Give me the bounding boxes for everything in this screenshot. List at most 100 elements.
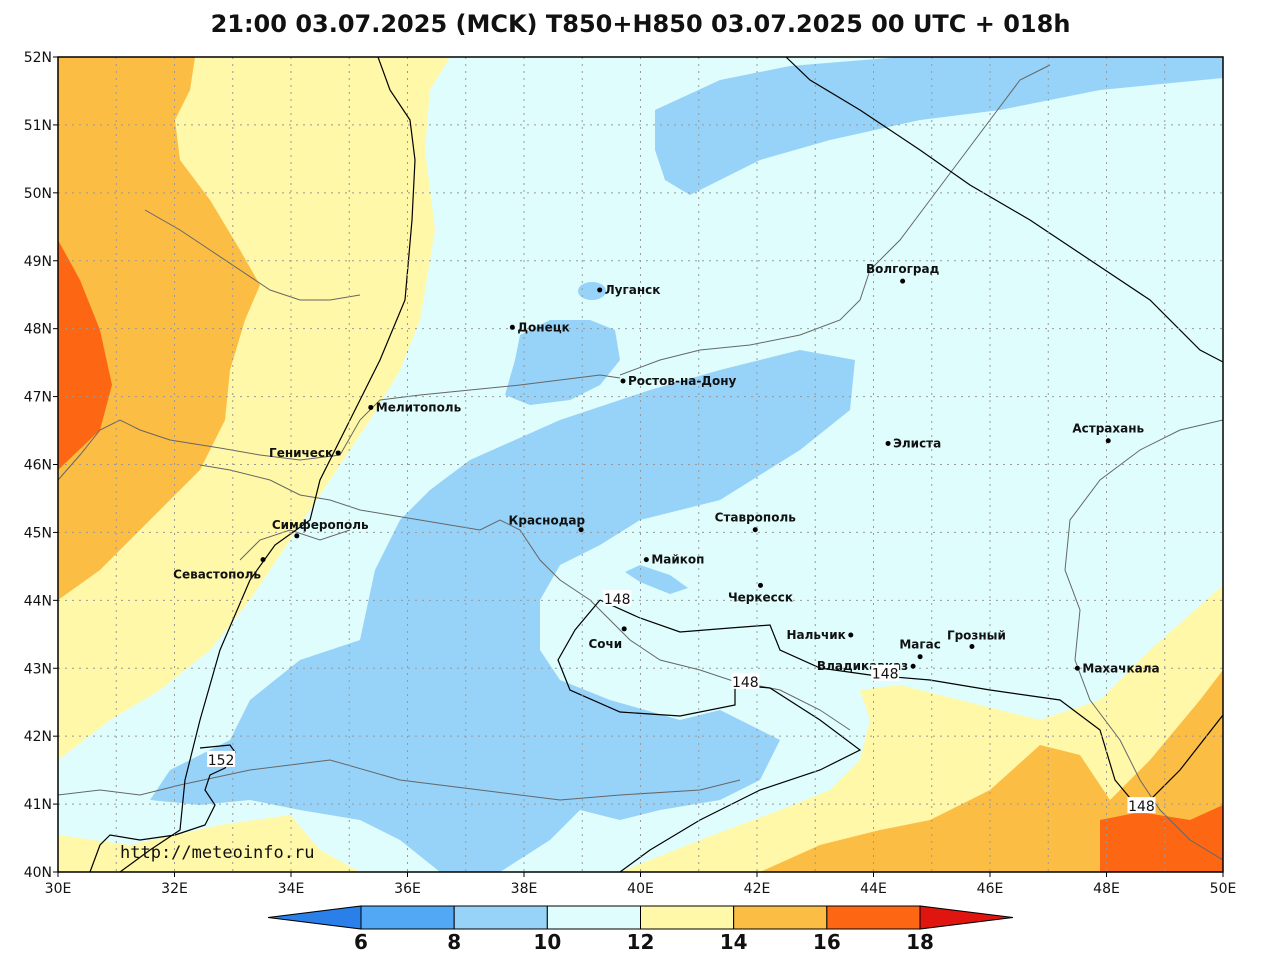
- contour-label: 148: [1128, 799, 1155, 815]
- city-label: Севастополь: [173, 568, 261, 582]
- city-label: Ставрополь: [715, 511, 797, 525]
- lat-label: 50N: [24, 186, 52, 202]
- city-label: Астрахань: [1072, 422, 1144, 436]
- lon-label: 34E: [278, 881, 305, 897]
- contour-labels: 148 148 148 148 152: [207, 589, 1156, 815]
- city-dot: [620, 378, 626, 384]
- colorbar-tick-label: 14: [720, 930, 748, 954]
- colorbar-arrow-high: [919, 905, 1014, 930]
- border-west: [119, 57, 416, 872]
- lat-label: 45N: [24, 525, 52, 541]
- lat-label: 51N: [24, 118, 52, 134]
- colorbar-tick-label: 12: [627, 930, 655, 954]
- city-dot: [509, 324, 515, 330]
- city-label: Донецк: [517, 320, 569, 334]
- border-east: [785, 57, 1223, 363]
- caspian-coast: [1064, 419, 1223, 861]
- band-8-10-sea: [150, 350, 855, 872]
- contour-label: 152: [208, 753, 235, 769]
- colorbar-segment: [640, 905, 735, 930]
- colorbar-segment: [826, 905, 921, 930]
- city-dot: [294, 533, 300, 539]
- city-markers: Луганск Донецк Ростов-на-Дону Мелитополь Ген…: [173, 262, 1159, 675]
- contour-label: 148: [604, 592, 631, 608]
- band-16-18-west: [58, 240, 112, 470]
- lon-label: 46E: [977, 881, 1004, 897]
- lon-label: 30E: [45, 881, 72, 897]
- band-16-18-se: [1100, 805, 1223, 872]
- colorbar-tick-label: 18: [906, 930, 934, 954]
- contour-label-bg: [731, 672, 760, 689]
- watermark: http://meteoinfo.ru: [120, 843, 314, 863]
- colorbar-segment: [360, 905, 455, 930]
- lon-label: 42E: [744, 881, 771, 897]
- crimea-coast: [239, 529, 351, 561]
- city-dot: [917, 654, 923, 660]
- colorbar-segment: [546, 905, 641, 930]
- city-dot: [578, 527, 584, 533]
- axis-ticks: [53, 56, 1224, 877]
- city-dot: [597, 287, 603, 293]
- lon-axis: 30E 32E 34E 36E 38E 40E 42E 44E 46E 48E 50E: [45, 881, 1237, 897]
- city-dot: [885, 440, 891, 446]
- city-dot: [1074, 665, 1080, 671]
- lon-label: 44E: [860, 881, 887, 897]
- city-label: Краснодар: [509, 514, 586, 528]
- lat-label: 42N: [24, 729, 52, 745]
- band-8-10-north: [655, 57, 1223, 195]
- lon-label: 50E: [1210, 881, 1237, 897]
- city-dot: [969, 644, 975, 650]
- city-dot: [335, 450, 341, 456]
- city-label: Махачкала: [1082, 661, 1159, 675]
- temperature-field: [58, 57, 1223, 872]
- city-label: Геническ: [269, 446, 333, 460]
- city-dot: [910, 663, 916, 669]
- lat-label: 44N: [24, 593, 52, 609]
- city-label: Симферополь: [272, 518, 369, 532]
- city-label: Майкоп: [651, 553, 704, 567]
- lat-label: 41N: [24, 797, 52, 813]
- lat-axis: 52N 51N 50N 49N 48N 47N 46N 45N 44N 43N 42N 41N 40N: [24, 50, 52, 881]
- lat-label: 48N: [24, 322, 52, 338]
- lat-label: 43N: [24, 661, 52, 677]
- band-12-14-sw: [58, 815, 360, 872]
- dnieper-river: [144, 209, 361, 301]
- lat-label: 47N: [24, 390, 52, 406]
- contour-label-bg: [1127, 797, 1156, 814]
- colorbar-tick-label: 16: [813, 930, 841, 954]
- colorbar: 6 8 10 12 14 16 18: [267, 905, 1014, 954]
- lon-label: 32E: [161, 881, 188, 897]
- coastline-black-sea: [199, 464, 851, 731]
- contour-label-bg: [207, 750, 236, 767]
- city-label: Магас: [899, 638, 941, 652]
- lon-label: 38E: [511, 881, 538, 897]
- colorbar-tick-label: 10: [533, 930, 561, 954]
- city-label: Грозный: [947, 629, 1006, 643]
- city-dot: [621, 626, 627, 632]
- city-label: Ростов-на-Дону: [628, 374, 737, 388]
- lat-label: 46N: [24, 458, 52, 474]
- lat-label: 49N: [24, 254, 52, 270]
- lon-label: 40E: [627, 881, 654, 897]
- city-dot: [368, 404, 374, 410]
- city-dot: [1105, 438, 1111, 444]
- colorbar-segment: [733, 905, 828, 930]
- colorbar-tick-label: 6: [354, 930, 368, 954]
- don-volga-river: [619, 64, 1051, 376]
- band-8-10-strip: [625, 565, 688, 594]
- city-dot: [757, 582, 763, 588]
- city-label: Мелитополь: [376, 400, 462, 414]
- colorbar-segment: [453, 905, 548, 930]
- city-dot: [900, 278, 906, 284]
- city-label: Элиста: [893, 436, 941, 450]
- city-label: Нальчик: [786, 628, 845, 642]
- city-dot: [848, 632, 854, 638]
- city-dot: [752, 527, 758, 533]
- city-label: Луганск: [605, 283, 661, 297]
- lon-label: 48E: [1093, 881, 1120, 897]
- colorbar-tick-label: 8: [447, 930, 461, 954]
- city-label: Волгоград: [866, 262, 940, 276]
- contour-label: 148: [872, 667, 899, 683]
- grid-lines: [58, 57, 1223, 872]
